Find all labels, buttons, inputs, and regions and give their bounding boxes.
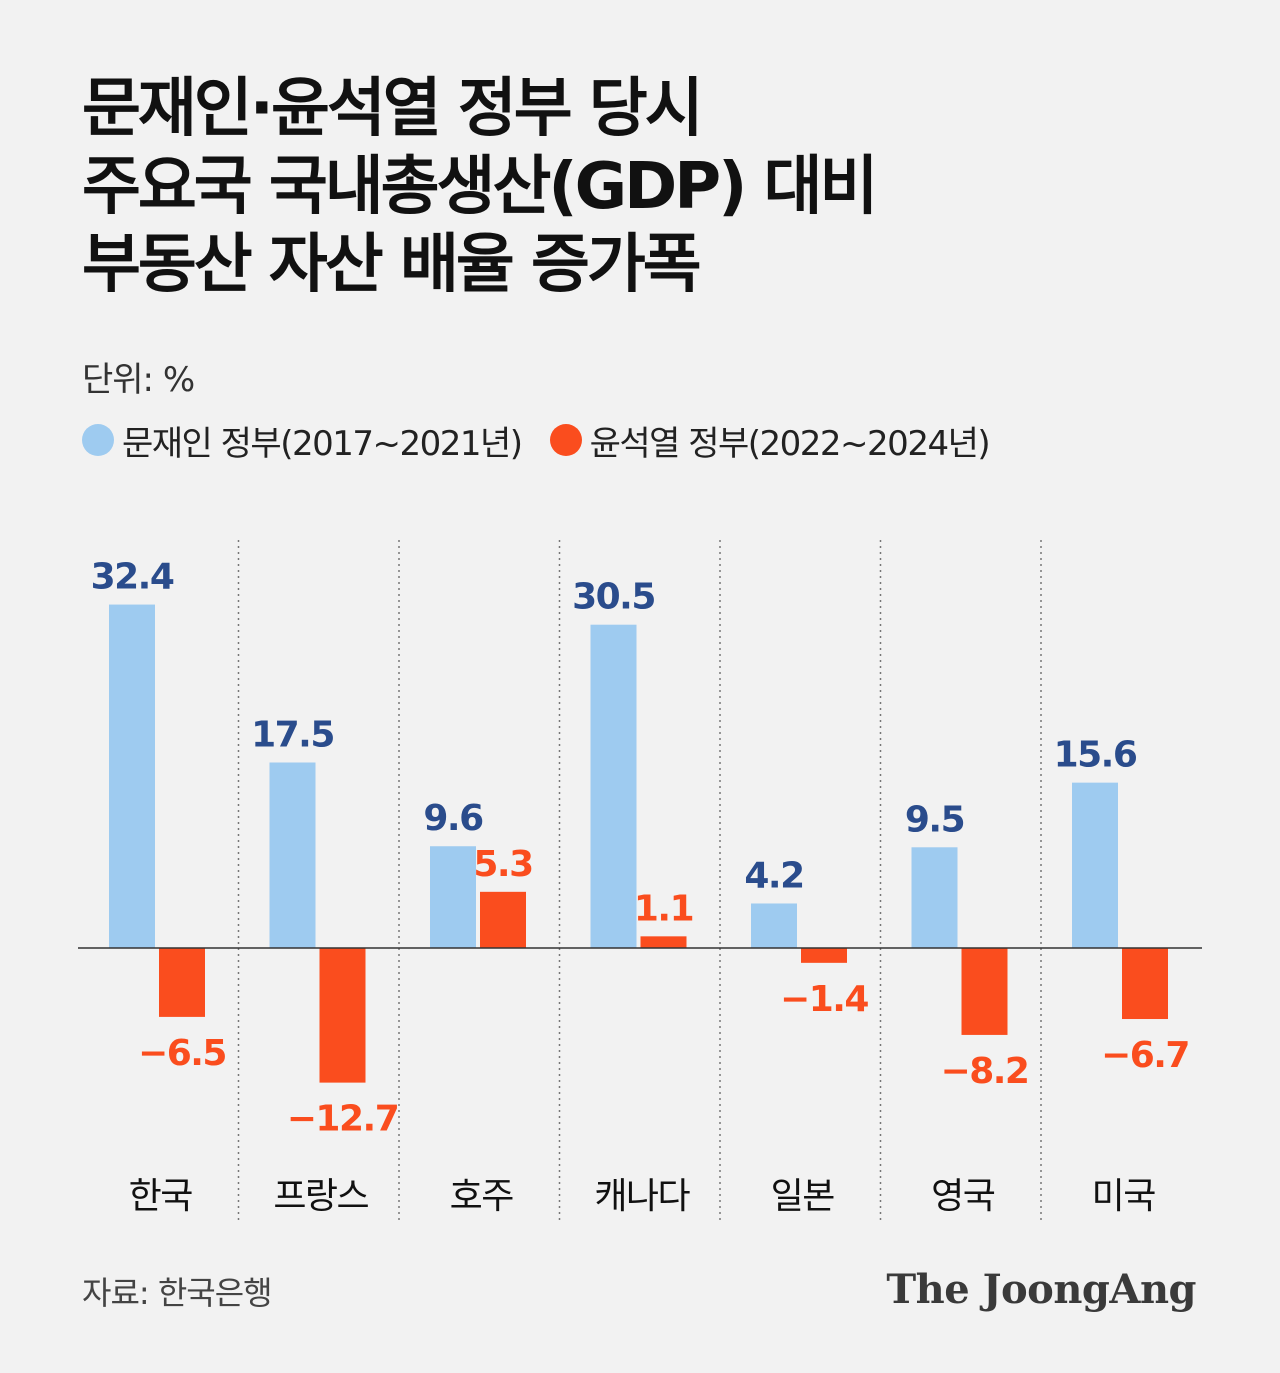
data-label: 1.1: [634, 888, 693, 929]
bar-yoon: [801, 948, 847, 963]
bar-yoon: [961, 948, 1008, 1035]
category-label: 캐나다: [594, 1176, 690, 1217]
data-label: 32.4: [91, 557, 174, 598]
bar-moon: [1072, 782, 1118, 948]
data-label: 5.3: [473, 844, 532, 885]
data-label: 9.6: [423, 798, 483, 839]
data-label: 30.5: [572, 577, 655, 618]
legend-label-moon: 문재인 정부(2017~2021년): [122, 423, 523, 464]
unit-label: 단위: %: [82, 360, 195, 400]
legend-item-yoon: 윤석열 정부(2022~2024년): [549, 416, 991, 465]
title-line-2: 주요국 국내총생산(GDP) 대비: [82, 150, 878, 224]
data-label: −6.7: [1101, 1035, 1189, 1076]
data-label: 9.5: [905, 799, 964, 840]
category-label: 일본: [771, 1176, 835, 1217]
data-label: −6.5: [138, 1033, 226, 1074]
category-label: 영국: [931, 1176, 995, 1217]
category-label: 미국: [1092, 1176, 1156, 1217]
data-label: −1.4: [780, 979, 868, 1020]
bar-yoon: [480, 891, 526, 948]
bar-yoon: [159, 948, 205, 1017]
bar-yoon: [640, 936, 687, 948]
category-label: 한국: [129, 1176, 193, 1217]
data-label: 15.6: [1054, 735, 1137, 776]
category-label: 호주: [450, 1176, 514, 1217]
legend: 문재인 정부(2017~2021년) 윤석열 정부(2022~2024년): [82, 416, 1017, 465]
data-label: −12.7: [287, 1099, 399, 1140]
data-label: 17.5: [251, 715, 334, 756]
source-note: 자료: 한국은행: [82, 1274, 273, 1312]
bar-moon: [109, 604, 155, 948]
bar-yoon: [319, 948, 366, 1083]
data-label: 4.2: [744, 855, 803, 896]
bar-yoon: [1122, 948, 1168, 1020]
bar-moon: [590, 624, 637, 948]
bar-moon: [430, 846, 476, 948]
title-line-3: 부동산 자산 배율 증가폭: [82, 228, 702, 302]
title-line-1: 문재인·윤석열 정부 당시: [82, 72, 704, 146]
category-label: 프랑스: [273, 1176, 368, 1217]
legend-label-yoon: 윤석열 정부(2022~2024년): [589, 423, 991, 464]
legend-swatch-moon: [82, 424, 114, 456]
legend-item-moon: 문재인 정부(2017~2021년): [82, 416, 523, 465]
bar-moon: [911, 847, 958, 948]
chart-title: 문재인·윤석열 정부 당시 주요국 국내총생산(GDP) 대비 부동산 자산 배…: [82, 70, 1202, 304]
bar-moon: [269, 762, 316, 948]
data-label: −8.2: [941, 1051, 1029, 1092]
legend-swatch-yoon: [549, 424, 582, 456]
publisher-logo: The JoongAng: [886, 1266, 1196, 1313]
bar-moon: [751, 903, 797, 948]
